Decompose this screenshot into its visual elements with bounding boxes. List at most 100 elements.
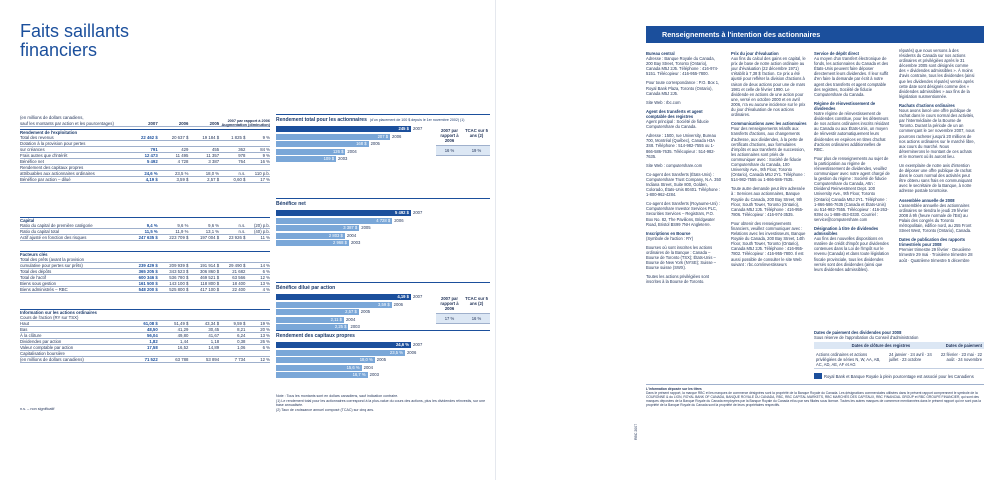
cell-value: 455 [211,146,220,152]
table-row: Actif ajusté en fonction des risques 247 … [20,235,270,241]
chart-bar: 3 387 $ [276,225,360,231]
info-heading: Prix du jour d'évaluation [731,51,779,56]
dividend-dates-header: Dates de clôture des registres Dates de … [814,342,984,349]
cell-value: 13 % [260,332,270,338]
table-row: Ratio du capital total 11,5 % 11,9 % 13,1 %… [20,229,270,235]
info-heading: Service de dépôt direct [814,51,860,56]
cell-value: 53 894 [205,356,220,362]
info-paragraph: Agent principal : Société de fiducie Com… [646,119,709,130]
table-row: Biens sous gestion 161 500 $ 143 100 $ 118 … [20,281,270,287]
cell-value: 24,6 % [144,170,158,176]
row-label: Total des prêts (avant la provision [20,256,85,262]
bar-year-label: 2003 [338,156,348,161]
bar-year-label: 2007 [413,210,423,215]
info-paragraph: Pour plus de renseignements au sujet de … [814,155,890,222]
section-title: Information sur les actions ordinaires [20,309,270,315]
cell-value: 548 200 $ [138,286,158,292]
page-fold [495,0,496,480]
chart-panel: Bénéfice dilué par action 4,19 $2007 3,59 … [276,282,490,332]
cell-value: 41,29 [177,326,189,332]
chart-title: Rendement total pour les actionnaires (d'… [276,114,490,124]
info-paragraph: Au moyen d'un transfert électronique de … [814,56,889,97]
info-paragraph: Toutes les actions privilégiées sont ins… [646,274,710,285]
cell-value: 239 429 $ [138,262,158,268]
cell-value: 49,80 [177,332,189,338]
row-label: À la clôture [20,332,42,338]
financial-highlights-table: (en millions de dollars canadiens, sauf … [20,115,270,363]
row-label: Biens sous gestion [20,280,57,286]
cell-value: 23,5 % [175,170,189,176]
cell-value: 429 [181,146,189,152]
cell-value: 469 521 $ [200,274,220,280]
cell-value: 20 % [260,326,270,332]
row-label: cumulative pour pertes sur prêts) [20,262,83,268]
cell-value: 23 926 $ [228,234,246,240]
cell-value: 223 709 $ [169,234,189,240]
cell-value: 4,19 $ [145,176,158,182]
info-paragraph: Pour obtenir des renseignements financie… [731,220,806,267]
info-paragraph: Premier trimestre 29 février · Deuxième … [899,247,973,263]
chart-bar: 16,7 % [276,372,368,378]
cell-value: n.s. [238,228,246,234]
table-row: attribuables aux actionnaires ordinaires… [20,171,270,177]
chart-bar: 4,19 $ [276,294,411,300]
cell-value: 12 % [260,274,270,280]
cell-value: 18,0 % [205,170,220,176]
chart-panel: Rendement total pour les actionnaires (d'… [276,114,490,164]
section-title: Facteurs clés [20,251,270,257]
info-paragraph: Nous avons lancé une offre publique de r… [899,108,975,159]
chart-bar: 18,0 % [276,357,375,363]
table-row: Bas 48,50 41,29 30,45 8,21 20 % [20,327,270,333]
left-page: Faits saillants financiers (en millions … [20,22,490,412]
cell-value: 51,49 $ [174,320,189,326]
section-title: Capital [20,217,270,223]
chart-note: (2) Taux de croissance annuel composé (T… [276,407,375,412]
bar-year-label: 2007 [413,342,423,347]
row-label: Actif ajusté en fonction des risques [20,234,87,240]
cell-value: 63 566 [232,274,246,280]
row-label: (en millions de dollars canadiens) [20,356,84,362]
growth-summary: 2007 par rapport à 2006 TCAC sur 5 ans (2… [436,294,490,324]
cell-value: 6 % [262,268,270,274]
table-row: Total des dépôts 365 205 $ 343 523 $ 306 86… [20,269,270,275]
cell-value: 19 % [260,320,270,326]
dividend-dates-row: Actions ordinaires et actions privilégié… [814,352,984,369]
info-paragraph: Toute autre demande peut être adressée à… [731,186,805,217]
info-paragraph: Notre régime de réinvestissement de divi… [814,111,890,152]
rbc-logo-note: Royal Bank et Banque Royale à plein pour… [814,373,984,379]
chart-bar: 5 492 $ [276,210,411,216]
info-paragraph: Pour des renseignements relatifs aux tra… [731,126,805,183]
table-row: cumulative pour pertes sur prêts) 239 429… [20,263,270,269]
row-label: Bénéfice par action – dilué [20,176,71,182]
bar-year-label: 2005 [376,357,387,362]
table-section: Capital Ratio du capital de première caté… [20,217,270,241]
table-section: Rendement de l'exploitation Total des rev… [20,129,270,183]
cell-value: 536 780 $ [169,274,189,280]
cell-value: 209 939 $ [169,262,189,268]
chart-title: Bénéfice net [276,198,490,208]
chart-bars: 4,19 $2007 3,59 $2006 2,57 $2005 2,11 $2004… [276,294,490,332]
chart-bar: 126 $ [276,148,346,155]
cell-value: 14,89 [208,344,220,350]
cell-value: 21 682 [232,268,246,274]
cell-value: 247 635 $ [138,234,158,240]
cell-value: 525 800 $ [169,286,189,292]
row-label: Total des revenus [20,134,54,140]
info-heading: Régime de réinvestissement de dividendes [814,100,876,111]
table-header: 2007 2006 2005 2007 par rapport à 2006 A… [20,119,270,127]
bar-year-label: 2007 [413,294,423,299]
info-heading: Agent des transferts et agent comptable … [646,108,703,119]
chart-bars: 245 $2007 207 $2006 168 $2005 126 $2004 109 … [276,126,490,164]
cell-value: 22 400 [232,286,246,292]
title-line-2: financiers [20,40,98,60]
table-row: Valeur comptable par action 17,58 16,52 14,… [20,345,270,351]
cell-value: 11 495 [175,152,189,158]
cell-value: 6 % [262,344,270,350]
info-paragraph: Site Web : computershare.com [646,162,703,168]
cell-value: n.s. [238,170,246,176]
row-label: Haut [20,320,30,326]
chart-bar: 168 $ [276,141,369,147]
rbc-logo-icon [814,373,822,379]
chart-note: (1) Le rendement total pour les actionna… [276,398,486,408]
row-label: Ratio du capital de première catégorie [20,222,93,228]
